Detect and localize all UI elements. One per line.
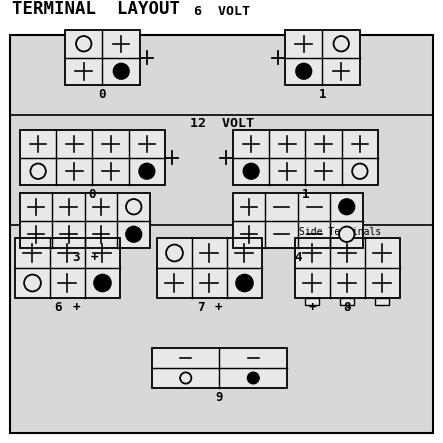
Text: -: - (344, 301, 351, 314)
Bar (152, 348, 287, 388)
Text: 6: 6 (55, 301, 62, 314)
Circle shape (166, 245, 183, 261)
Text: 4: 4 (294, 251, 302, 264)
Bar (295, 238, 400, 298)
Bar (233, 130, 378, 185)
Bar (15, 238, 120, 298)
Circle shape (94, 275, 111, 291)
Bar (157, 238, 262, 298)
Bar (233, 130, 378, 185)
Text: 6  VOLT: 6 VOLT (194, 5, 250, 18)
Circle shape (248, 373, 259, 384)
Text: Side Terminals: Side Terminals (299, 227, 381, 237)
Circle shape (296, 63, 311, 79)
Bar (295, 238, 400, 298)
Bar (65, 30, 140, 85)
Text: 7: 7 (197, 301, 204, 314)
Circle shape (139, 163, 155, 179)
Bar (20, 130, 165, 185)
Bar (10, 35, 433, 433)
Text: 12  VOLT: 12 VOLT (190, 117, 254, 130)
Text: +: + (90, 251, 98, 264)
Bar (15, 238, 120, 298)
Bar (157, 238, 262, 298)
Circle shape (113, 63, 129, 79)
Bar (285, 30, 360, 85)
Text: 1: 1 (319, 88, 326, 101)
Bar (20, 130, 165, 185)
Text: 0: 0 (89, 188, 96, 201)
Bar (20, 193, 150, 248)
Bar (65, 30, 140, 85)
Text: +: + (73, 301, 80, 314)
Circle shape (339, 199, 354, 214)
Bar (233, 193, 363, 248)
Bar (306, 298, 319, 305)
Circle shape (180, 373, 191, 384)
Text: TERMINAL  LAYOUT: TERMINAL LAYOUT (12, 0, 180, 18)
Circle shape (24, 275, 41, 291)
Circle shape (334, 36, 349, 51)
Text: +: + (309, 301, 316, 314)
Text: 9: 9 (216, 391, 223, 404)
Bar (233, 193, 363, 248)
Circle shape (236, 275, 253, 291)
Text: 1: 1 (302, 188, 309, 201)
Circle shape (243, 163, 259, 179)
Text: 8: 8 (344, 301, 351, 314)
Text: 3: 3 (72, 251, 80, 264)
Circle shape (126, 226, 141, 242)
Bar (10, 35, 433, 433)
Circle shape (126, 199, 141, 214)
Bar (152, 348, 287, 388)
Bar (376, 298, 389, 305)
Bar (341, 298, 354, 305)
Circle shape (76, 36, 91, 51)
Circle shape (31, 163, 46, 179)
Bar (20, 193, 150, 248)
Text: +: + (215, 301, 222, 314)
Bar (285, 30, 360, 85)
Text: 0: 0 (99, 88, 106, 101)
Circle shape (352, 163, 368, 179)
Circle shape (339, 226, 354, 242)
